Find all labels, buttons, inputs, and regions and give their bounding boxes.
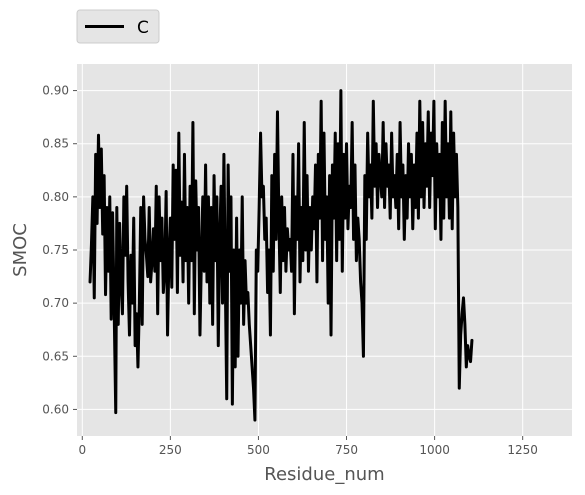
y-tick-label: 0.65 [42,349,69,363]
x-tick-label: 0 [78,443,86,457]
x-tick-label: 500 [247,443,270,457]
series-layer [88,89,474,422]
x-tick-label: 250 [159,443,182,457]
y-axis-label: SMOC [10,223,31,277]
x-tick-label: 1250 [507,443,538,457]
y-tick-label: 0.60 [42,402,69,416]
legend-label-c: C [137,18,149,38]
series-line-c [88,89,474,422]
x-tick-label: 750 [335,443,358,457]
x-axis-ticks: 0 250 500 750 1000 1250 [78,436,538,457]
x-axis-label: Residue_num [264,464,384,485]
y-tick-label: 0.70 [42,296,69,310]
y-tick-label: 0.85 [42,137,69,151]
y-axis-ticks: 0.60 0.65 0.70 0.75 0.80 0.85 0.90 [42,84,77,416]
legend: C [76,9,160,44]
x-tick-label: 1000 [419,443,450,457]
y-tick-label: 0.90 [42,84,69,98]
y-tick-label: 0.75 [42,243,69,257]
y-tick-label: 0.80 [42,190,69,204]
